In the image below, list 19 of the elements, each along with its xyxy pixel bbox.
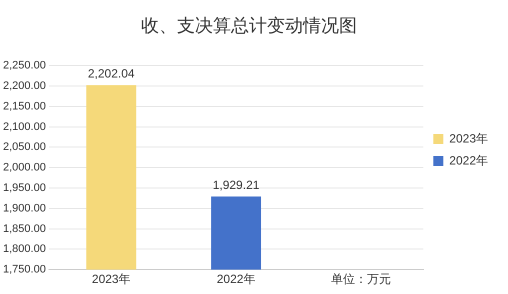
- y-tick-label: 1,750.00: [2, 264, 46, 276]
- y-tick-label: 1,850.00: [2, 222, 46, 235]
- data-label: 1,929.21: [212, 178, 260, 192]
- y-tick-label: 2,000.00: [2, 162, 46, 174]
- x-tick-label: 2023年: [92, 272, 131, 286]
- legend-label: 2022年: [449, 153, 488, 168]
- x-tick-label: 单位：万元: [330, 272, 391, 286]
- chart-title: 收、支决算总计变动情况图: [141, 16, 357, 36]
- y-tick-label: 2,150.00: [2, 100, 46, 112]
- y-tick-label: 1,900.00: [2, 202, 46, 214]
- y-tick-label: 2,100.00: [2, 120, 46, 133]
- y-tick-label: 2,200.00: [2, 80, 46, 92]
- y-tick-label: 1,950.00: [2, 182, 46, 194]
- data-label: 2,202.04: [88, 66, 135, 80]
- y-tick-label: 2,250.00: [2, 60, 46, 72]
- legend-label: 2023年: [449, 131, 488, 146]
- y-tick-label: 1,800.00: [2, 243, 46, 256]
- x-tick-label: 2022年: [216, 272, 256, 286]
- y-tick-label: 2,050.00: [2, 141, 46, 154]
